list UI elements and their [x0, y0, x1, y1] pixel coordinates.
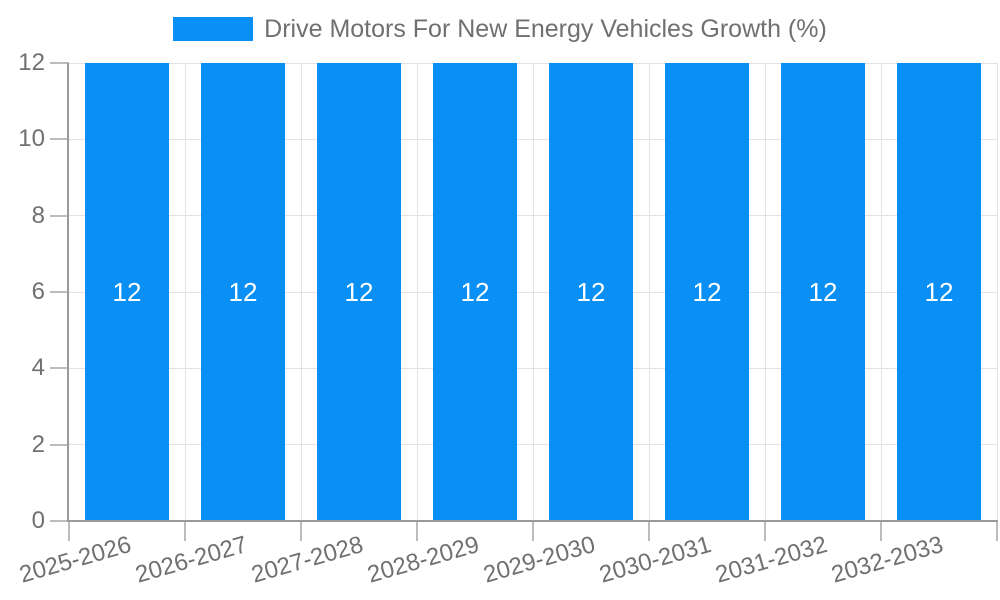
- bar-value-label: 12: [808, 277, 838, 307]
- y-axis-tick: [50, 291, 69, 293]
- bar[interactable]: [781, 63, 865, 521]
- x-axis-label: 2028-2029: [364, 531, 483, 589]
- x-axis-line: [67, 520, 998, 522]
- bar-value-label: 12: [460, 277, 490, 307]
- y-axis-tick: [50, 443, 69, 446]
- legend-item[interactable]: Drive Motors For New Energy Vehicles Gro…: [0, 16, 1000, 42]
- x-axis-tick: [184, 522, 186, 541]
- x-axis-tick: [764, 522, 766, 541]
- bar[interactable]: [897, 63, 981, 521]
- gridline-vertical: [764, 63, 766, 521]
- y-axis-label: 0: [31, 507, 45, 534]
- y-axis-tick: [50, 214, 69, 217]
- x-axis-label: 2027-2028: [248, 531, 367, 589]
- legend-label: Drive Motors For New Energy Vehicles Gro…: [264, 15, 827, 43]
- bar-value-label: 12: [924, 277, 954, 307]
- gridline-vertical: [184, 63, 186, 521]
- bar-value-label: 12: [112, 277, 142, 307]
- bar[interactable]: [549, 63, 633, 521]
- y-axis-tick: [50, 367, 69, 370]
- bar-value-label: 12: [344, 277, 374, 307]
- y-axis-label: 10: [18, 125, 45, 153]
- bar[interactable]: [433, 63, 517, 521]
- y-axis-label: 2: [31, 430, 45, 458]
- x-axis-label: 2025-2026: [16, 531, 135, 589]
- legend-swatch: [173, 17, 254, 41]
- bar[interactable]: [317, 63, 401, 521]
- gridline-vertical: [300, 63, 302, 521]
- bar-value-label: 12: [692, 277, 722, 307]
- x-axis-tick: [68, 522, 70, 541]
- y-axis-line: [67, 63, 69, 521]
- x-axis-tick: [416, 522, 418, 541]
- x-axis-label: 2032-2033: [828, 531, 947, 589]
- y-axis-label: 8: [31, 201, 45, 229]
- x-axis-tick: [880, 522, 882, 541]
- x-axis-label: 2029-2030: [480, 531, 599, 589]
- y-axis-label: 12: [18, 49, 45, 76]
- bar-value-label: 12: [228, 277, 258, 307]
- y-axis-tick: [50, 138, 69, 141]
- gridline-vertical: [880, 63, 882, 521]
- y-axis-tick: [50, 62, 69, 64]
- x-axis-tick: [532, 522, 534, 541]
- x-axis-tick: [648, 522, 650, 541]
- gridline-vertical: [648, 63, 650, 521]
- x-axis-tick: [300, 522, 302, 541]
- bar[interactable]: [85, 63, 169, 521]
- y-axis-label: 4: [31, 354, 45, 382]
- x-axis-tick: [996, 522, 998, 541]
- x-axis-label: 2031-2032: [712, 531, 831, 589]
- gridline-vertical: [996, 63, 998, 521]
- y-axis-tick: [50, 520, 69, 522]
- y-axis-label: 6: [31, 278, 45, 305]
- gridline-vertical: [532, 63, 534, 521]
- bar-value-label: 12: [576, 277, 606, 307]
- x-axis-label: 2026-2027: [132, 531, 251, 589]
- gridline-vertical: [416, 63, 418, 521]
- bar[interactable]: [665, 63, 749, 521]
- x-axis-label: 2030-2031: [596, 531, 715, 589]
- bar[interactable]: [201, 63, 285, 521]
